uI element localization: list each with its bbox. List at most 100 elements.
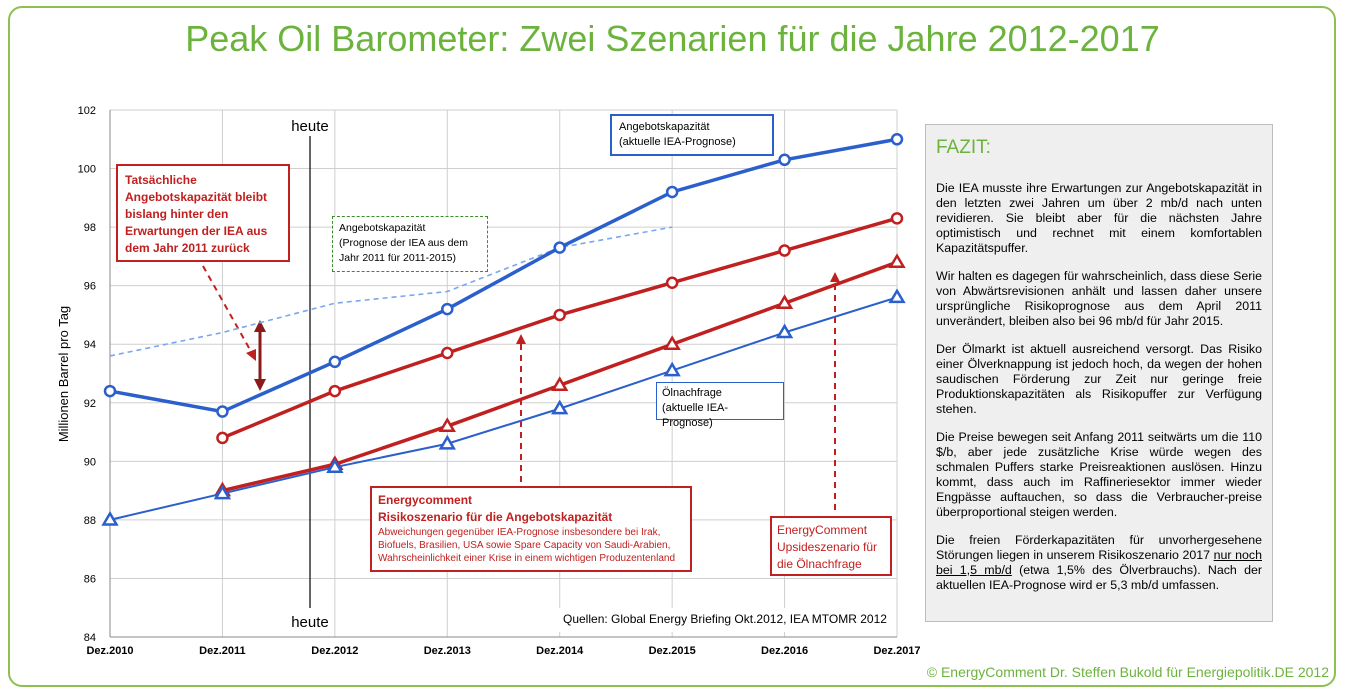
supply-2011-line2: (Prognose der IEA aus dem — [339, 237, 468, 249]
x-tick-label: Dez.2015 — [649, 645, 696, 657]
data-point — [441, 346, 454, 360]
y-tick-label: 102 — [78, 105, 96, 117]
series-line-demand_iea — [109, 296, 898, 521]
actual-line1: Tatsächliche — [125, 173, 197, 187]
y-tick-label: 86 — [84, 573, 96, 585]
demand-line2: (aktuelle IEA-Prognose) — [662, 402, 729, 429]
y-tick-label: 88 — [84, 515, 96, 527]
fazit-p5-start: Die freien Förderkapazitäten für unvorhe… — [936, 533, 1262, 562]
chart-axes: 84 86 88 90 92 94 96 98 100 102 Dez.2010 Dez.2011 De… — [78, 105, 921, 657]
risk-title-line1: Energycomment — [378, 493, 473, 507]
risk-scenario-box: Energycomment Risikoszenario für die Ang… — [370, 486, 692, 572]
data-point — [328, 384, 342, 398]
x-tick-label: Dez.2010 — [86, 645, 133, 657]
data-point — [553, 241, 566, 254]
data-point — [890, 133, 904, 146]
fazit-heading: FAZIT: — [936, 137, 991, 158]
y-tick-label: 100 — [78, 164, 96, 176]
data-point — [665, 276, 679, 289]
fazit-paragraph-3: Der Ölmarkt ist aktuell ausreichend vers… — [936, 342, 1262, 416]
upside-line3: die Ölnachfrage — [777, 557, 862, 571]
supply-current-line2: (aktuelle IEA-Prognose) — [619, 136, 736, 148]
upside-line1: EnergyComment — [777, 523, 868, 537]
series-supply_risk — [216, 212, 904, 445]
data-point — [663, 361, 681, 377]
fazit-p5-underlined: nur noch bei 1,5 mb/d — [936, 548, 1262, 577]
actual-capacity-box: Tatsächliche Angebotskapazität bleibt bi… — [116, 164, 290, 262]
y-axis-label: Millionen Barrel pro Tag — [56, 306, 71, 442]
data-point — [216, 431, 229, 445]
gap-arrow-head-top — [254, 320, 266, 332]
actual-line5: dem Jahr 2011 zurück — [125, 241, 250, 255]
y-tick-label: 92 — [84, 398, 96, 410]
data-point — [663, 335, 681, 351]
data-point — [553, 308, 566, 322]
demand-line1: Ölnachfrage — [662, 387, 722, 399]
fazit-paragraph-1: Die IEA musste ihre Erwartungen zur Ange… — [936, 181, 1262, 255]
sources-box: Quellen: Global Energy Briefing Okt.2012… — [557, 608, 895, 632]
supply-2011-line1: Angebotskapazität — [339, 222, 426, 234]
supply-current-line1: Angebotskapazität — [619, 121, 710, 133]
data-point — [665, 185, 679, 199]
x-tick-label: Dez.2014 — [536, 645, 584, 657]
supply-2011-box: Angebotskapazität (Prognose der IEA aus … — [332, 216, 488, 272]
series-demand_iea — [101, 288, 906, 526]
risk-desc-line3: Wahrscheinlichkeit einer Krise in einem … — [378, 553, 676, 564]
actual-arrow-head — [246, 349, 256, 361]
demand-current-box: Ölnachfrage (aktuelle IEA-Prognose) — [656, 382, 784, 429]
x-tick-label: Dez.2012 — [311, 645, 358, 657]
y-tick-label: 96 — [84, 281, 96, 293]
data-point — [438, 417, 456, 432]
risk-arrow-head — [516, 334, 526, 344]
sources-text: Quellen: Global Energy Briefing Okt.2012… — [563, 612, 887, 626]
data-point — [888, 253, 906, 269]
series-line-supply_iea — [109, 137, 898, 414]
data-point — [888, 288, 906, 304]
data-point — [101, 510, 119, 526]
x-tick-label: Dez.2011 — [199, 645, 245, 657]
fazit-p5-end: (etwa 1,5% des Ölverbrauchs). Nach der a… — [936, 563, 1262, 592]
y-tick-label: 90 — [84, 456, 96, 468]
data-point — [216, 405, 229, 418]
x-tick-label: Dez.2013 — [424, 645, 471, 657]
series-supply_iea — [103, 133, 904, 418]
data-point — [328, 355, 342, 369]
supply-2011-line3: Jahr 2011 für 2011-2015) — [339, 252, 456, 264]
copyright-footer: © EnergyComment Dr. Steffen Bukold für E… — [926, 664, 1329, 680]
data-point — [213, 484, 232, 500]
today-label-top: heute — [291, 118, 329, 135]
risk-title-line2: Risikoszenario für die Angebotskapazität — [378, 510, 613, 524]
data-point — [326, 458, 344, 473]
data-point — [890, 212, 904, 225]
data-point — [775, 294, 794, 310]
chart-series — [101, 133, 906, 526]
annotation-arrows — [202, 265, 840, 510]
supply-current-box: Angebotskapazität (aktuelle IEA-Prognose… — [610, 114, 774, 156]
page-title: Peak Oil Barometer: Zwei Szenarien für d… — [185, 18, 1160, 59]
y-tick-label: 98 — [84, 222, 96, 234]
y-tick-label: 94 — [84, 339, 96, 351]
data-point — [778, 244, 791, 257]
data-point — [551, 399, 569, 415]
data-point — [438, 434, 456, 450]
today-label-bottom: heute — [291, 614, 329, 631]
data-point — [775, 323, 794, 339]
fazit-paragraph-2: Wir halten es dagegen für wahrscheinlich… — [936, 269, 1262, 328]
actual-arrow-line — [202, 265, 254, 356]
data-point — [551, 376, 569, 392]
y-tick-label: 84 — [84, 632, 96, 644]
data-point — [441, 302, 454, 316]
risk-desc-line2: Biofuels, Brasilien, USA sowie Spare Cap… — [378, 540, 671, 551]
actual-line2: Angebotskapazität bleibt — [125, 190, 268, 204]
data-point — [103, 384, 117, 398]
outer-frame — [8, 6, 1336, 687]
upside-line2: Upsideszenario für — [777, 540, 878, 554]
x-tick-label: Dez.2017 — [873, 645, 920, 657]
fazit-panel: FAZIT: Die IEA musste ihre Erwartungen z… — [925, 124, 1273, 622]
fazit-paragraph-4: Die Preise bewegen seit Anfang 2011 seit… — [936, 430, 1262, 519]
actual-line3: bislang hinter den — [125, 207, 229, 221]
fazit-paragraph-5: Die freien Förderkapazitäten für unvorhe… — [936, 533, 1262, 593]
data-point — [778, 153, 791, 167]
x-tick-label: Dez.2016 — [761, 645, 808, 657]
upside-scenario-box: EnergyComment Upsideszenario für die Öln… — [770, 516, 892, 576]
